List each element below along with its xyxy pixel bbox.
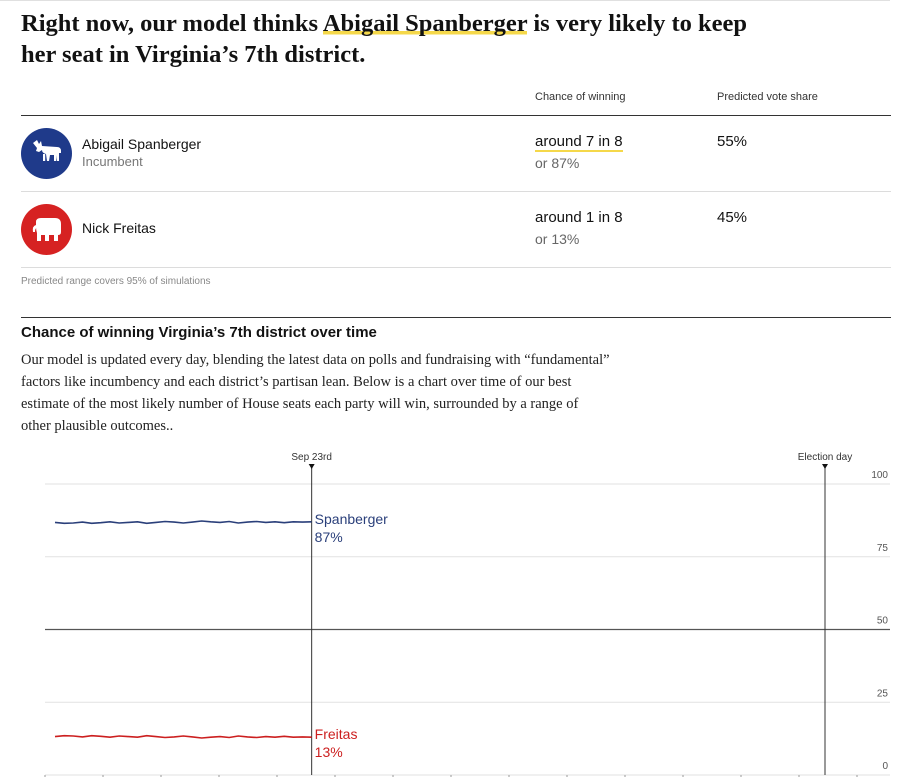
headline-suffix: in Virginia’s 7th district. <box>102 41 366 68</box>
chance-percent: or 87% <box>535 155 580 171</box>
section-description: Our model is updated every day, blending… <box>21 352 610 434</box>
headline-outcome: is very likely to keep her seat <box>21 10 748 68</box>
y-tick-label: 50 <box>877 616 889 627</box>
candidate-subtitle: Incumbent <box>82 154 143 169</box>
row-divider <box>21 267 891 268</box>
marker-arrow <box>308 464 315 469</box>
y-tick-label: 100 <box>871 470 888 481</box>
section-rule <box>21 317 891 318</box>
series-name-label: Spanberger <box>315 511 389 527</box>
series-name-label: Freitas <box>315 726 358 742</box>
chart-markers: Sep 23rd Election day <box>291 452 852 775</box>
vote-share: 45% <box>717 209 748 226</box>
candidate-name: Abigail Spanberger <box>82 136 202 152</box>
candidate-name: Nick Freitas <box>82 220 156 236</box>
chart-lines: Spanberger 87% Freitas 13% <box>54 511 389 760</box>
headline-candidate: Abigail Spanberger <box>322 10 528 37</box>
chart-grid: 0 25 50 75 100 <box>44 470 890 777</box>
headline: Right now, our model thinks Abigail Span… <box>21 8 781 70</box>
series-value-label: 87% <box>315 529 343 545</box>
democrat-avatar <box>21 128 72 179</box>
probability-chart: 0 25 50 75 100 Sep 23rd Election day Spanberg… <box>44 452 890 777</box>
republican-avatar <box>21 204 72 255</box>
headline-prefix: Right now, our model thinks <box>21 10 323 37</box>
table-header-rule <box>21 115 891 116</box>
chance-fraction: around 1 in 8 <box>535 209 623 226</box>
y-tick-label: 75 <box>877 543 889 554</box>
row-divider <box>21 191 891 192</box>
col-share-header: Predicted vote share <box>717 91 818 103</box>
col-chance-header: Chance of winning <box>535 91 626 103</box>
section-title: Chance of winning Virginia’s 7th distric… <box>21 324 377 341</box>
vote-share: 55% <box>717 133 748 150</box>
y-tick-label: 0 <box>882 761 888 772</box>
elephant-icon <box>32 217 61 241</box>
donkey-icon <box>32 139 61 161</box>
series-line-freitas <box>54 734 312 739</box>
top-rule <box>0 0 890 1</box>
chance-fraction: around 7 in 8 <box>535 133 623 152</box>
chance-percent: or 13% <box>535 231 580 247</box>
series-value-label: 13% <box>315 744 343 760</box>
marker-label: Sep 23rd <box>291 452 332 463</box>
marker-arrow <box>822 464 828 469</box>
y-tick-label: 25 <box>877 688 889 699</box>
range-note: Predicted range covers 95% of simulation… <box>21 276 211 287</box>
marker-label: Election day <box>798 452 852 463</box>
series-line-spanberger <box>54 520 312 525</box>
